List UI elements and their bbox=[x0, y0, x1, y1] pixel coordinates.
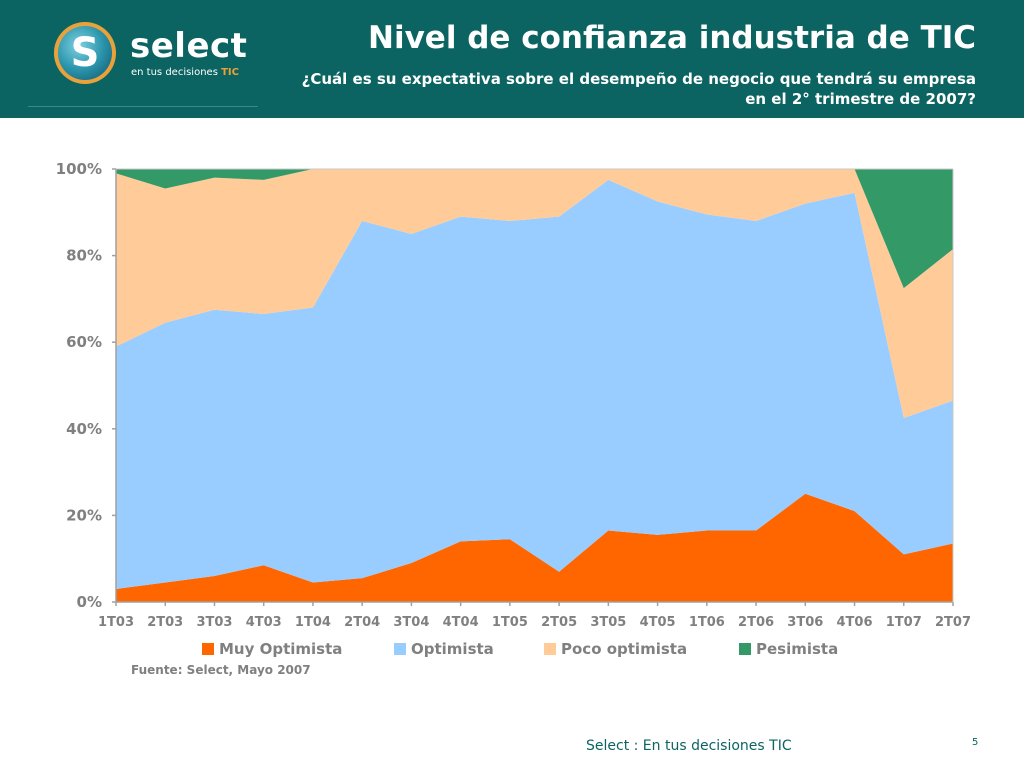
x-tick-label: 1T04 bbox=[295, 615, 331, 630]
x-tick-label: 3T06 bbox=[787, 615, 823, 630]
subtitle-line-1: ¿Cuál es su expectativa sobre el desempe… bbox=[301, 70, 976, 88]
legend-swatch bbox=[394, 643, 406, 655]
x-tick-label: 1T05 bbox=[492, 615, 528, 630]
logo-divider bbox=[28, 106, 258, 107]
slide-subtitle: ¿Cuál es su expectativa sobre el desempe… bbox=[256, 69, 976, 109]
stacked-area-chart: 0% 20% 40% 60% 80% 100% 1T03 2T03 3T03 4T03 1T04 2… bbox=[56, 160, 971, 630]
legend-item-muy-optimista: Muy Optimista bbox=[202, 640, 342, 658]
brand-tagline-text: en tus decisiones bbox=[131, 67, 218, 78]
legend-label: Muy Optimista bbox=[219, 640, 343, 658]
x-tick-label: 1T06 bbox=[689, 615, 725, 630]
brand-name: select bbox=[130, 26, 248, 66]
x-tick-label: 3T05 bbox=[590, 615, 626, 630]
legend-swatch bbox=[739, 643, 751, 655]
source-note: Fuente: Select, Mayo 2007 bbox=[131, 663, 311, 677]
x-tick-label: 2T06 bbox=[738, 615, 774, 630]
x-tick-label: 1T03 bbox=[98, 615, 134, 630]
page-number: 5 bbox=[972, 737, 979, 748]
x-tick-label: 2T04 bbox=[344, 615, 380, 630]
legend-label: Pesimista bbox=[756, 640, 839, 658]
select-logo-icon: S bbox=[54, 22, 116, 84]
chart-areas bbox=[116, 169, 953, 602]
y-axis-labels: 0% 20% 40% 60% 80% 100% bbox=[56, 160, 116, 611]
y-tick-label: 80% bbox=[66, 247, 102, 265]
y-tick-label: 0% bbox=[77, 593, 102, 611]
x-tick-label: 3T03 bbox=[196, 615, 232, 630]
x-tick-label: 2T05 bbox=[541, 615, 577, 630]
area-muy-optimista bbox=[116, 493, 953, 602]
legend-swatch bbox=[202, 643, 214, 655]
legend-swatch bbox=[544, 643, 556, 655]
x-tick-label: 2T07 bbox=[935, 615, 971, 630]
chart-axes bbox=[115, 168, 954, 603]
x-tick-label: 1T07 bbox=[886, 615, 922, 630]
header-banner: S select en tus decisiones TIC Nivel de … bbox=[0, 0, 1024, 118]
area-poco-optimista bbox=[116, 169, 953, 418]
subtitle-line-2: en el 2° trimestre de 2007? bbox=[745, 90, 976, 108]
y-tick-label: 100% bbox=[56, 160, 102, 178]
logo-letter: S bbox=[70, 30, 100, 76]
x-tick-label: 4T04 bbox=[443, 615, 479, 630]
chart-legend: Muy Optimista Optimista Poco optimista Pesi… bbox=[202, 640, 902, 660]
area-optimista bbox=[116, 179, 953, 590]
x-tick-label: 4T03 bbox=[246, 615, 282, 630]
x-tick-label: 4T05 bbox=[640, 615, 676, 630]
legend-item-pesimista: Pesimista bbox=[739, 640, 838, 658]
x-tick-label: 4T06 bbox=[837, 615, 873, 630]
legend-label: Optimista bbox=[411, 640, 494, 658]
legend-item-optimista: Optimista bbox=[394, 640, 494, 658]
y-tick-label: 20% bbox=[66, 506, 102, 524]
y-tick-label: 40% bbox=[66, 420, 102, 438]
y-tick-label: 60% bbox=[66, 333, 102, 351]
x-tick-label: 2T03 bbox=[147, 615, 183, 630]
footer-text: Select : En tus decisiones TIC bbox=[586, 738, 792, 754]
brand-tagline-accent: TIC bbox=[221, 67, 239, 78]
x-tick-label: 3T04 bbox=[393, 615, 429, 630]
brand-tagline: en tus decisiones TIC bbox=[131, 67, 239, 78]
legend-item-poco-optimista: Poco optimista bbox=[544, 640, 687, 658]
legend-label: Poco optimista bbox=[561, 640, 688, 658]
slide-title: Nivel de confianza industria de TIC bbox=[368, 20, 976, 56]
area-pesimista bbox=[116, 169, 953, 289]
x-axis-labels: 1T03 2T03 3T03 4T03 1T04 2T04 3T04 4T04 1T05 2T05… bbox=[98, 602, 971, 630]
